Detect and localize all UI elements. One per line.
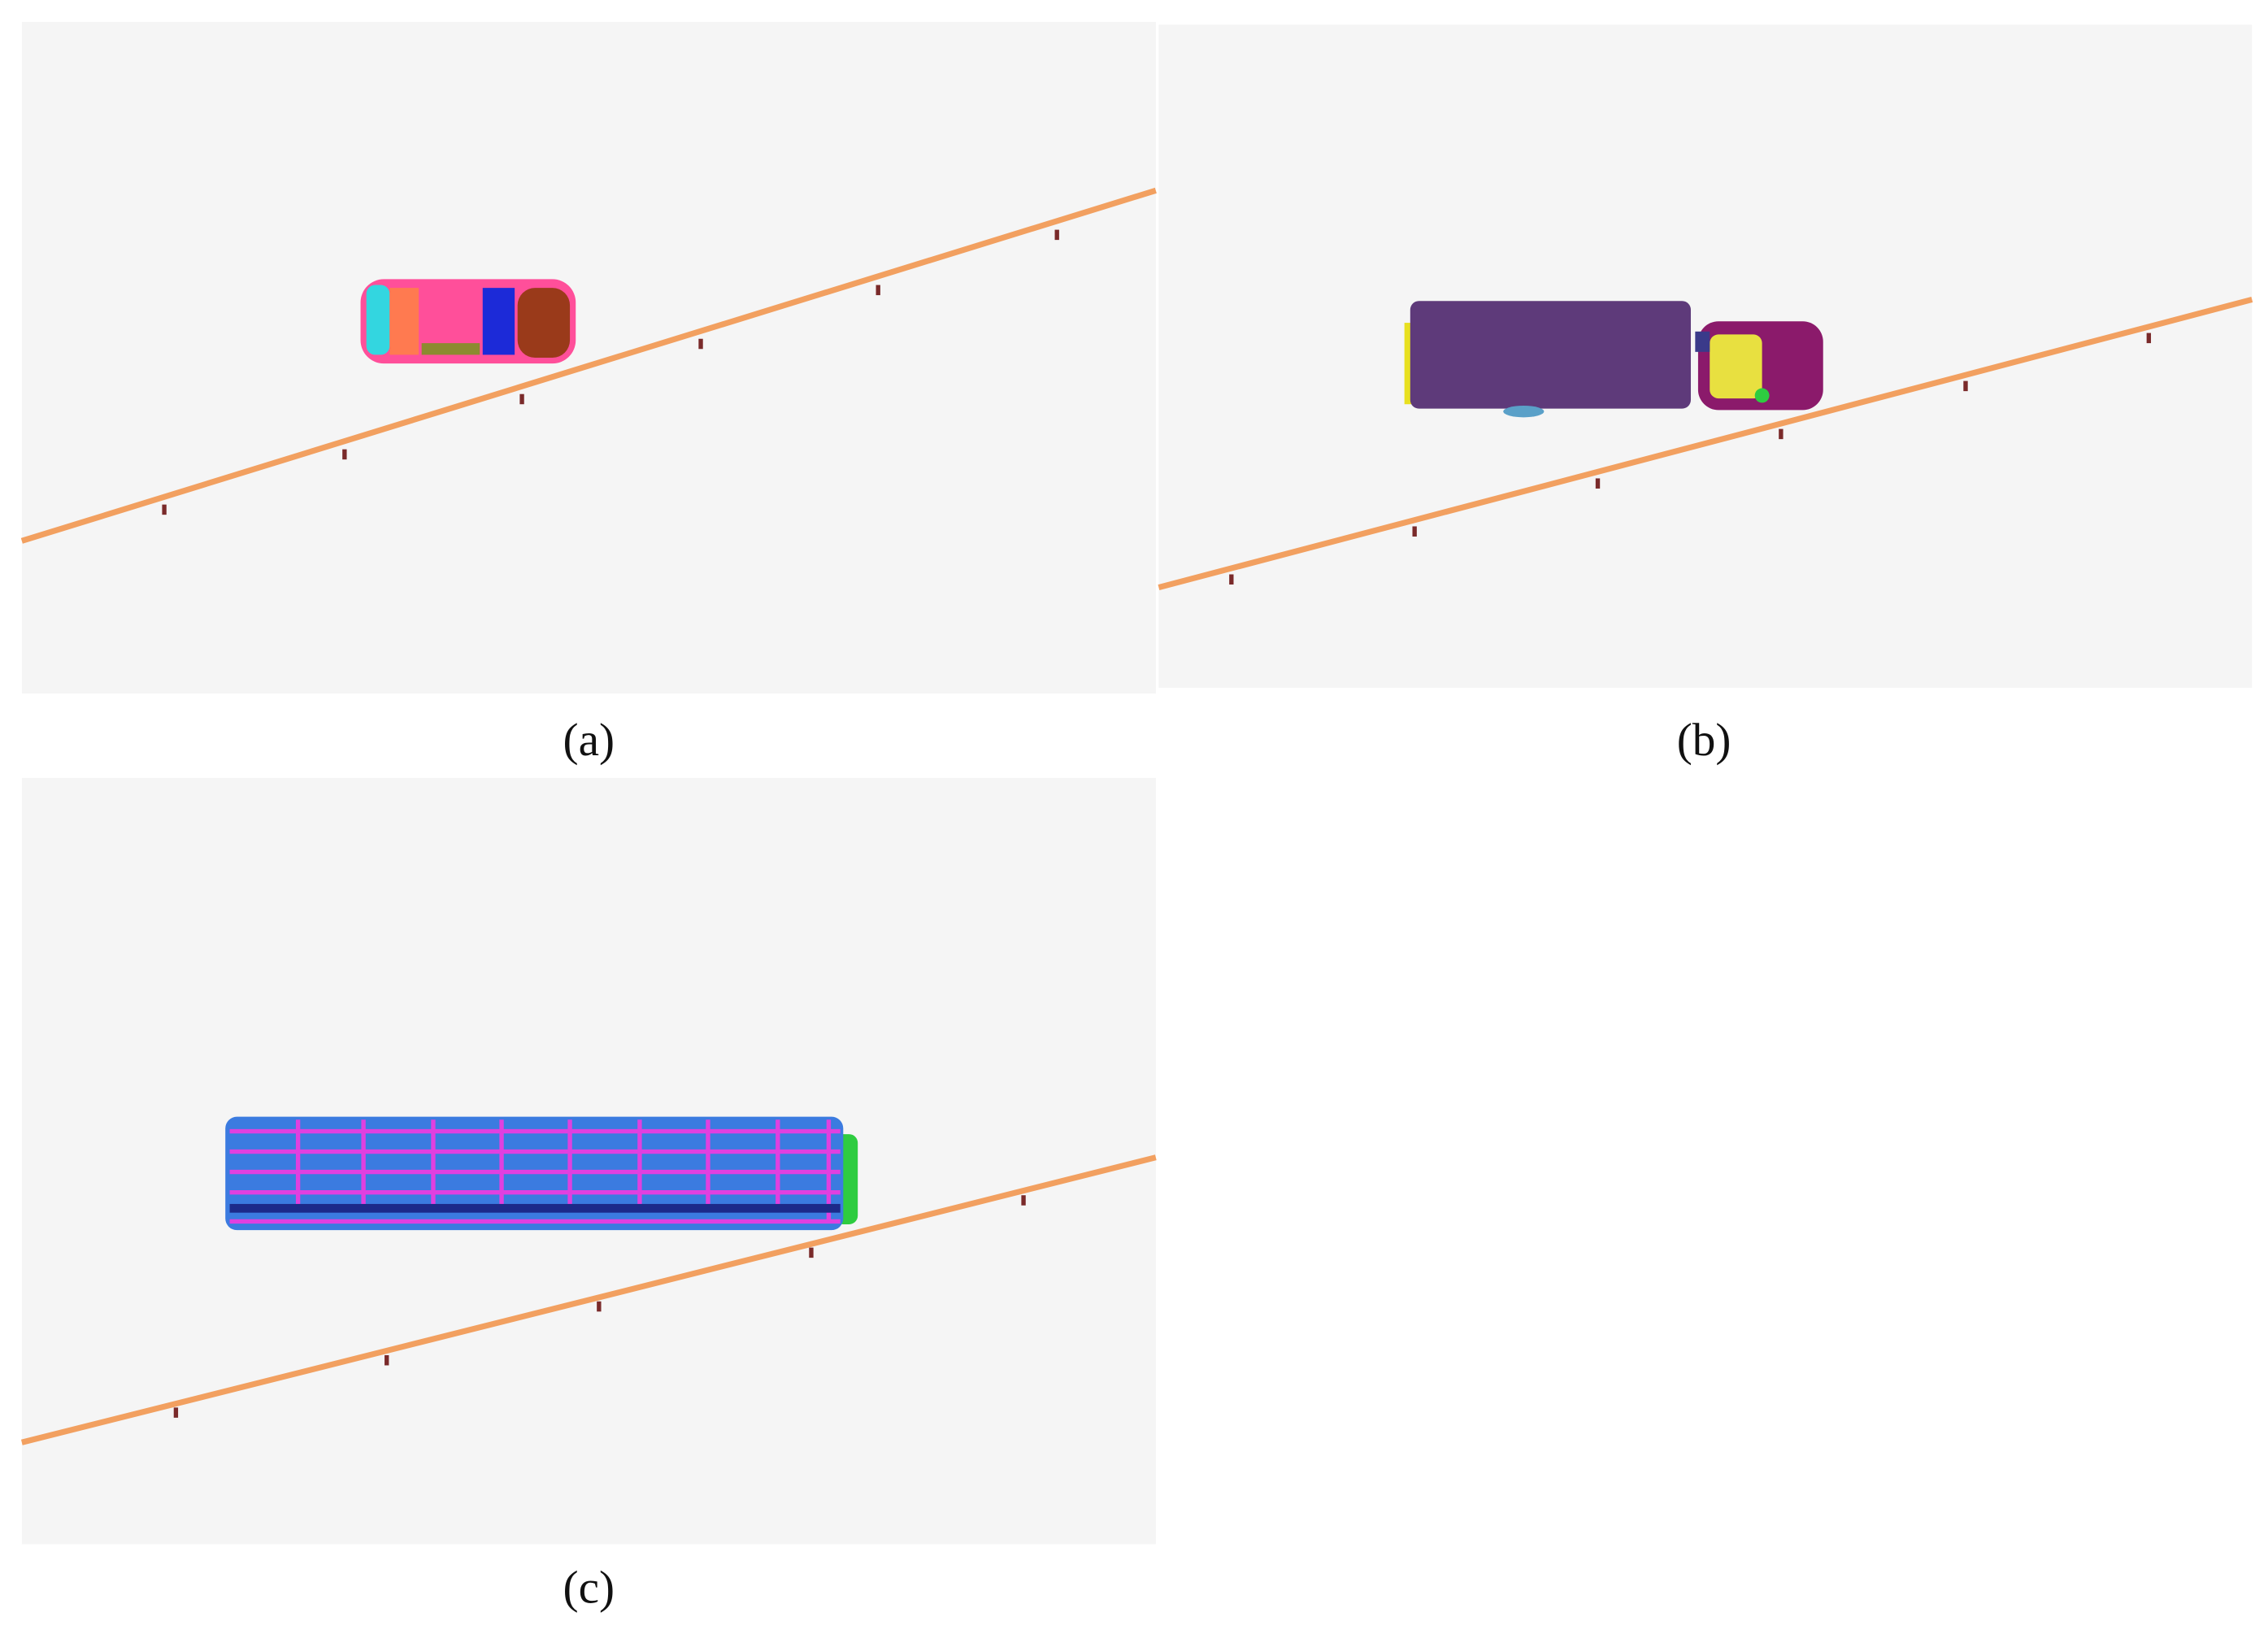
guardrail-posts <box>1229 333 2152 585</box>
panel-label: (b) <box>1677 715 1731 766</box>
panel-label: (a) <box>563 715 615 766</box>
guardrail-posts <box>173 1195 1026 1418</box>
guardrail-posts <box>162 229 1059 515</box>
truck <box>1404 301 1823 418</box>
panel-c <box>20 777 1157 1545</box>
panel-background <box>21 21 1156 694</box>
car <box>360 279 576 364</box>
guardrail <box>20 187 1157 544</box>
guardrail <box>1158 296 2253 591</box>
panel-a <box>20 21 1157 694</box>
bus <box>225 1116 858 1231</box>
guardrail <box>20 1154 1157 1445</box>
panel-label: (c) <box>563 1563 615 1614</box>
panel-b <box>1158 24 2253 688</box>
